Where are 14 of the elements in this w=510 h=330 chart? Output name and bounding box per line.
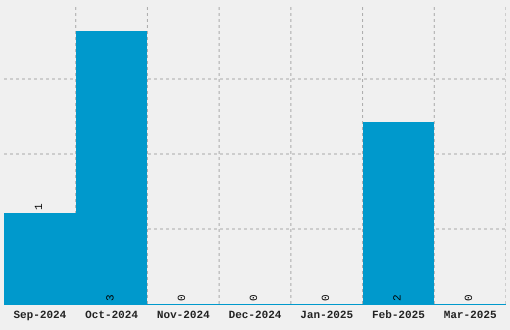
data-label: 2 bbox=[392, 294, 404, 301]
x-tick-label: Nov-2024 bbox=[156, 310, 210, 322]
data-label: 0 bbox=[464, 294, 476, 301]
x-tick-label: Dec-2024 bbox=[228, 310, 282, 322]
x-tick-label: Sep-2024 bbox=[13, 310, 67, 322]
data-label: 0 bbox=[249, 294, 261, 301]
data-label: 0 bbox=[177, 294, 189, 301]
x-tick-label: Mar-2025 bbox=[444, 310, 497, 322]
data-label: 0 bbox=[321, 294, 333, 301]
data-label: 1 bbox=[34, 203, 46, 210]
x-tick-label: Oct-2024 bbox=[85, 310, 138, 322]
x-tick-label: Jan-2025 bbox=[300, 310, 354, 322]
data-label: 3 bbox=[106, 294, 118, 301]
x-tick-label: Feb-2025 bbox=[372, 310, 426, 322]
